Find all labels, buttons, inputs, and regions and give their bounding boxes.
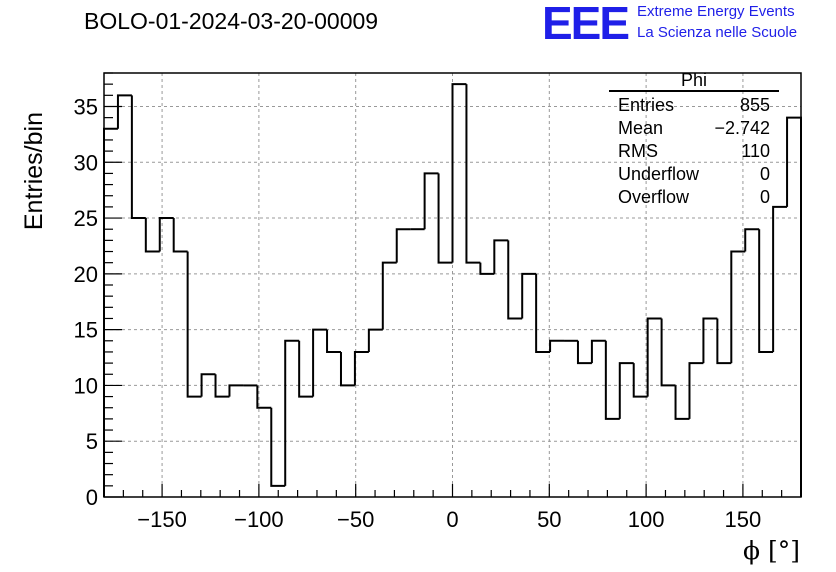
histogram-bin <box>395 228 411 263</box>
stats-row-overflow: Overflow 0 <box>609 186 779 209</box>
histogram-bin <box>772 205 788 352</box>
stats-label: Underflow <box>618 164 700 184</box>
histogram-bin <box>270 407 286 487</box>
stats-label: Mean <box>618 118 664 138</box>
histogram-bin <box>618 362 634 419</box>
x-tick-label: 100 <box>628 507 665 532</box>
stats-value: 0 <box>759 164 770 184</box>
histogram-bin <box>632 363 648 398</box>
histogram-bin <box>158 217 174 252</box>
histogram-bin <box>367 328 383 352</box>
y-tick-label: 0 <box>86 485 98 510</box>
tick-labels: −150 −100 −50 0 50 100 150 0 5 10 15 20 25 30 35 <box>74 94 762 532</box>
stats-row-mean: Mean −2.742 <box>609 117 779 140</box>
histogram-bin <box>172 218 188 253</box>
histogram-bin <box>339 351 355 387</box>
y-tick-label: 15 <box>74 318 98 343</box>
y-tick-label: 5 <box>86 429 98 454</box>
stats-title: Phi <box>609 70 779 92</box>
histogram-bin <box>646 317 662 397</box>
histogram-bin <box>493 239 509 274</box>
histogram-bin <box>116 94 132 129</box>
stats-label: RMS <box>618 141 658 161</box>
x-tick-label: −150 <box>137 507 187 532</box>
x-tick-label: −50 <box>337 507 374 532</box>
histogram-bin <box>298 340 314 398</box>
histogram-bin <box>465 84 481 264</box>
stats-value: −2.742 <box>714 118 770 138</box>
histogram-bin <box>744 228 760 252</box>
x-tick-label: 0 <box>446 507 458 532</box>
histogram-bin <box>228 384 244 397</box>
histogram-bin <box>130 95 146 220</box>
histogram-bin <box>423 172 439 230</box>
x-tick-label: 150 <box>725 507 762 532</box>
stats-row-rms: RMS 110 <box>609 140 779 163</box>
histogram-bin <box>660 318 676 387</box>
eee-logo: EEE <box>542 0 630 49</box>
run-title: BOLO-01-2024-03-20-00009 <box>84 8 379 34</box>
histogram-bin <box>507 240 523 320</box>
stats-box: Phi Entries 855 Mean −2.742 RMS 110 Unde… <box>609 70 779 209</box>
histogram-bin <box>284 339 300 486</box>
histogram-bin <box>479 262 495 275</box>
x-axis-label: ϕ [°] <box>743 536 800 565</box>
stats-row-underflow: Underflow 0 <box>609 163 779 186</box>
histogram-bin <box>590 339 606 364</box>
stats-row-entries: Entries 855 <box>609 94 779 117</box>
histogram-bin <box>758 229 774 353</box>
y-tick-label: 25 <box>74 206 98 231</box>
histogram-bin <box>312 328 328 397</box>
histogram-bin <box>144 218 160 253</box>
y-tick-label: 10 <box>74 373 98 398</box>
histogram-bin <box>437 173 453 264</box>
histogram-bin <box>535 273 551 353</box>
histogram-bin <box>200 373 216 397</box>
grid-layer <box>104 73 801 497</box>
y-tick-label: 35 <box>74 94 98 119</box>
histogram-bin <box>214 374 230 398</box>
histogram-bin <box>604 340 620 420</box>
x-tick-label: 50 <box>537 507 561 532</box>
eee-logo-line2: La Scienza nelle Scuole <box>637 24 798 41</box>
axis-ticks <box>103 72 802 498</box>
histogram-bin <box>353 350 369 386</box>
histogram-bin <box>730 250 746 364</box>
y-tick-label: 30 <box>74 150 98 175</box>
histogram-bin <box>576 340 592 365</box>
histogram-bin <box>381 261 397 330</box>
histogram-bars <box>103 83 802 497</box>
histogram-bin <box>256 385 272 409</box>
histogram-bin <box>326 329 341 353</box>
stats-label: Overflow <box>618 187 690 207</box>
stats-value: 855 <box>739 95 770 115</box>
stats-label: Entries <box>618 95 675 115</box>
histogram-bin <box>674 385 690 420</box>
histogram-bin <box>186 251 202 398</box>
histogram-bin <box>451 83 467 263</box>
histogram-bin <box>549 339 565 352</box>
y-tick-label: 20 <box>74 262 98 287</box>
eee-logo-line1: Extreme Energy Events <box>637 3 795 20</box>
stats-value: 0 <box>759 187 770 207</box>
histogram-bin <box>688 362 704 419</box>
histogram-bin <box>702 317 718 364</box>
x-tick-label: −100 <box>234 507 284 532</box>
histogram-bin <box>786 116 802 497</box>
stats-value: 110 <box>741 141 770 161</box>
histogram-bin <box>521 272 537 319</box>
histogram-bin <box>716 318 732 365</box>
